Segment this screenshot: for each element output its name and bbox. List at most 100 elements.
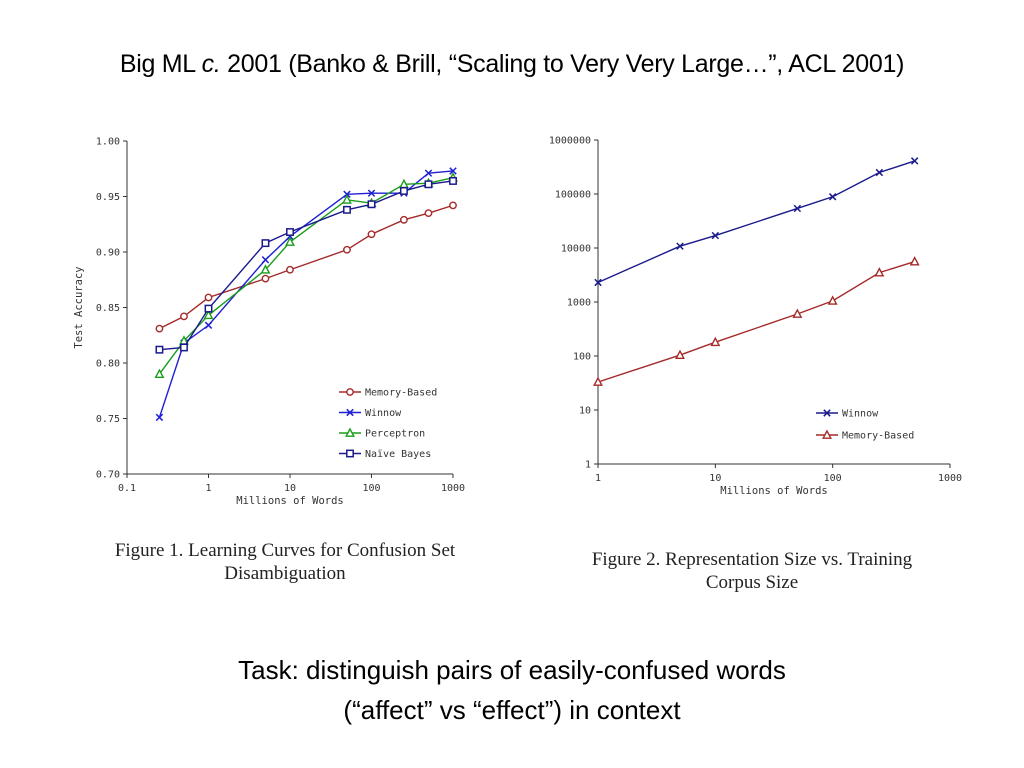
x-tick-label: 1000 bbox=[938, 473, 962, 484]
figure2-caption-line1: Figure 2. Representation Size vs. Traini… bbox=[591, 549, 913, 570]
data-point bbox=[827, 295, 838, 305]
data-point bbox=[285, 236, 295, 246]
y-tick-label: 10 bbox=[579, 406, 591, 417]
task-line-1: Task: distinguish pairs of easily-confus… bbox=[238, 655, 786, 685]
x-axis-label: Millions of Words bbox=[720, 485, 827, 497]
y-tick-label: 0.85 bbox=[96, 303, 120, 314]
data-point bbox=[261, 256, 270, 264]
data-point bbox=[675, 349, 685, 359]
data-point bbox=[203, 309, 214, 320]
series-line bbox=[158, 170, 454, 418]
slide-title-suffix: 2001 (Banko & Brill, “Scaling to Very Ve… bbox=[220, 50, 905, 78]
y-tick-label: 1000 bbox=[567, 298, 591, 309]
legend-marker bbox=[346, 449, 354, 458]
data-point bbox=[286, 265, 294, 274]
series-line bbox=[158, 176, 454, 375]
y-axis-label: Test Accuracy bbox=[73, 266, 85, 348]
data-point bbox=[343, 245, 351, 254]
slide-title: Big ML c. 2001 (Banko & Brill, “Scaling … bbox=[0, 50, 1024, 79]
slide-title-italic: c. bbox=[201, 50, 221, 78]
data-point bbox=[342, 194, 352, 204]
data-point bbox=[155, 345, 164, 354]
x-tick-label: 1000 bbox=[441, 483, 465, 494]
x-tick-label: 1 bbox=[205, 483, 211, 494]
legend-marker bbox=[346, 408, 354, 417]
data-point bbox=[449, 177, 457, 185]
data-point bbox=[261, 274, 270, 283]
task-description: Task: distinguish pairs of easily-confus… bbox=[0, 650, 1024, 730]
y-tick-label: 1 bbox=[585, 460, 591, 471]
learning-curves-chart: 0.1 1 10 100 1000 0.70 0.75 0.80 0.85 0.90 0.95 1.0… bbox=[73, 137, 465, 508]
y-tick-label: 100000 bbox=[555, 190, 591, 201]
data-point bbox=[449, 201, 457, 210]
figure1-caption-line2: Disambiguation bbox=[224, 563, 346, 584]
data-point bbox=[792, 308, 803, 318]
x-tick-label: 0.1 bbox=[118, 483, 136, 494]
data-point bbox=[204, 304, 213, 313]
series-line bbox=[159, 180, 454, 351]
legend-marker bbox=[823, 409, 831, 417]
data-point bbox=[286, 228, 294, 236]
x-tick-label: 100 bbox=[824, 473, 842, 484]
data-point bbox=[449, 167, 457, 175]
series-line bbox=[159, 204, 454, 330]
data-point bbox=[367, 189, 376, 197]
y-tick-label: 1.00 bbox=[96, 137, 120, 148]
x-tick-label: 1 bbox=[595, 473, 601, 484]
figure2-caption: Figure 2. Representation Size vs. Traini… bbox=[536, 548, 968, 594]
data-point bbox=[343, 205, 351, 214]
series-line bbox=[597, 160, 915, 284]
data-point bbox=[180, 312, 188, 321]
data-point bbox=[828, 193, 837, 201]
y-tick-label: 0.80 bbox=[96, 359, 120, 370]
data-point bbox=[204, 293, 213, 302]
representation-size-chart: 1 10 100 1000 1 10 100 1000 10000 100000 1000000 Mi… bbox=[549, 136, 962, 498]
legend-marker bbox=[822, 429, 832, 439]
y-tick-label: 0.75 bbox=[96, 414, 120, 425]
figure1-caption: Figure 1. Learning Curves for Confusion … bbox=[70, 539, 500, 585]
legend-label: Perceptron bbox=[365, 429, 425, 440]
data-point bbox=[710, 336, 721, 347]
data-point bbox=[676, 242, 684, 250]
y-tick-label: 100 bbox=[573, 352, 591, 363]
data-point bbox=[367, 230, 376, 239]
data-point bbox=[154, 368, 165, 379]
x-tick-label: 10 bbox=[284, 483, 296, 494]
legend-label: Naïve Bayes bbox=[365, 449, 431, 460]
y-tick-label: 0.90 bbox=[96, 248, 120, 259]
legend-label: Memory-Based bbox=[842, 431, 914, 442]
data-point bbox=[400, 215, 408, 224]
data-point bbox=[711, 231, 720, 240]
figure1-caption-line1: Figure 1. Learning Curves for Confusion … bbox=[114, 540, 456, 561]
data-point bbox=[593, 376, 603, 386]
x-tick-label: 10 bbox=[709, 473, 721, 484]
x-tick-label: 100 bbox=[362, 483, 380, 494]
data-point bbox=[909, 256, 920, 266]
data-point bbox=[594, 278, 602, 287]
data-point bbox=[875, 168, 884, 177]
legend-label: Winnow bbox=[365, 408, 402, 419]
legend-marker bbox=[345, 427, 355, 437]
figure2-caption-line2: Corpus Size bbox=[705, 572, 799, 593]
data-point bbox=[260, 264, 271, 274]
y-tick-label: 1000000 bbox=[549, 136, 591, 147]
data-point bbox=[424, 209, 433, 218]
slide-title-prefix: Big ML bbox=[119, 50, 202, 78]
legend-marker bbox=[346, 388, 354, 396]
data-point bbox=[424, 180, 433, 189]
data-point bbox=[367, 200, 376, 209]
data-point bbox=[155, 324, 164, 333]
y-tick-label: 0.70 bbox=[96, 470, 120, 481]
x-axis-label: Millions of Words bbox=[236, 495, 343, 507]
data-point bbox=[155, 413, 164, 422]
data-point bbox=[180, 343, 188, 352]
data-point bbox=[343, 190, 351, 199]
y-tick-label: 0.95 bbox=[96, 192, 120, 203]
data-point bbox=[204, 321, 213, 329]
data-point bbox=[793, 204, 802, 213]
data-point bbox=[399, 187, 408, 195]
data-point bbox=[910, 157, 919, 165]
y-tick-label: 10000 bbox=[561, 244, 591, 255]
task-line-2: (“affect” vs “effect”) in context bbox=[343, 695, 681, 725]
data-point bbox=[424, 169, 433, 177]
